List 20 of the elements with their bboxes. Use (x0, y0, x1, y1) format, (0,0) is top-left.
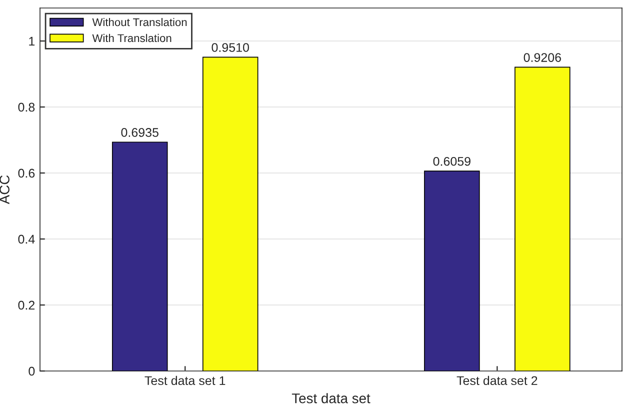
y-tick-label: 1 (29, 36, 35, 46)
x-tick-label: Test data set 1 (144, 376, 226, 386)
y-tick-label: 0 (28, 366, 35, 376)
y-axis-title: ACC (0, 175, 10, 204)
y-tick-label: 0.2 (18, 300, 35, 310)
bar (112, 142, 168, 371)
legend-label: With Translation (92, 34, 172, 42)
bar (202, 56, 258, 371)
y-tick-label: 0.8 (18, 102, 35, 112)
legend-label: Without Translation (92, 18, 187, 26)
y-tick-label: 0.6 (18, 168, 35, 178)
data-label: 0.6935 (121, 128, 158, 137)
bar (514, 66, 570, 371)
x-axis-title: Test data set (292, 393, 370, 404)
data-label: 0.6059 (433, 156, 470, 166)
data-label: 0.9206 (524, 53, 561, 62)
data-label: 0.9510 (212, 43, 249, 52)
bar (424, 170, 480, 371)
y-tick-label: 0.4 (18, 234, 35, 244)
x-tick-label: Test data set 2 (456, 376, 538, 386)
